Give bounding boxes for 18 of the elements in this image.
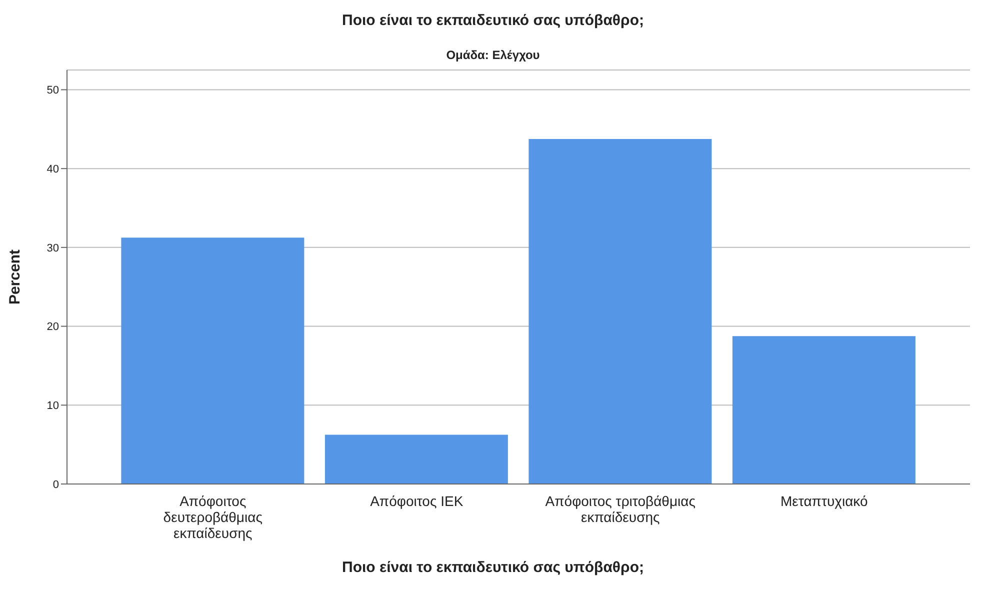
y-tick-label: 40 bbox=[46, 163, 59, 176]
y-tick-label: 0 bbox=[52, 478, 59, 491]
y-tick-label: 20 bbox=[46, 321, 59, 334]
y-axis-title: Percent bbox=[6, 249, 24, 305]
x-tick-label: Μεταπτυχιακό bbox=[780, 493, 868, 509]
bar bbox=[121, 238, 304, 484]
x-tick-label: Απόφοιτος τριτοβάθμιας εκπαίδευσης bbox=[545, 493, 696, 525]
chart-title: Ποιο είναι το εκπαιδευτικό σας υπόβαθρο; bbox=[341, 12, 645, 29]
y-tick-label: 30 bbox=[46, 242, 59, 254]
chart-subtitle: Ομάδα: Ελέγχου bbox=[445, 48, 541, 62]
x-tick-label: Απόφοιτος ΙΕΚ bbox=[370, 493, 464, 509]
x-axis-title: Ποιο είναι το εκπαιδευτικό σας υπόβαθρο; bbox=[341, 559, 645, 576]
bar bbox=[324, 434, 508, 484]
x-tick-label: Απόφοιτος δευτεροβάθμιας εκπαίδευσης bbox=[163, 493, 263, 541]
y-tick-label: 10 bbox=[46, 400, 59, 412]
bar bbox=[732, 336, 916, 484]
y-tick-label: 50 bbox=[46, 84, 59, 97]
bar bbox=[528, 139, 712, 484]
